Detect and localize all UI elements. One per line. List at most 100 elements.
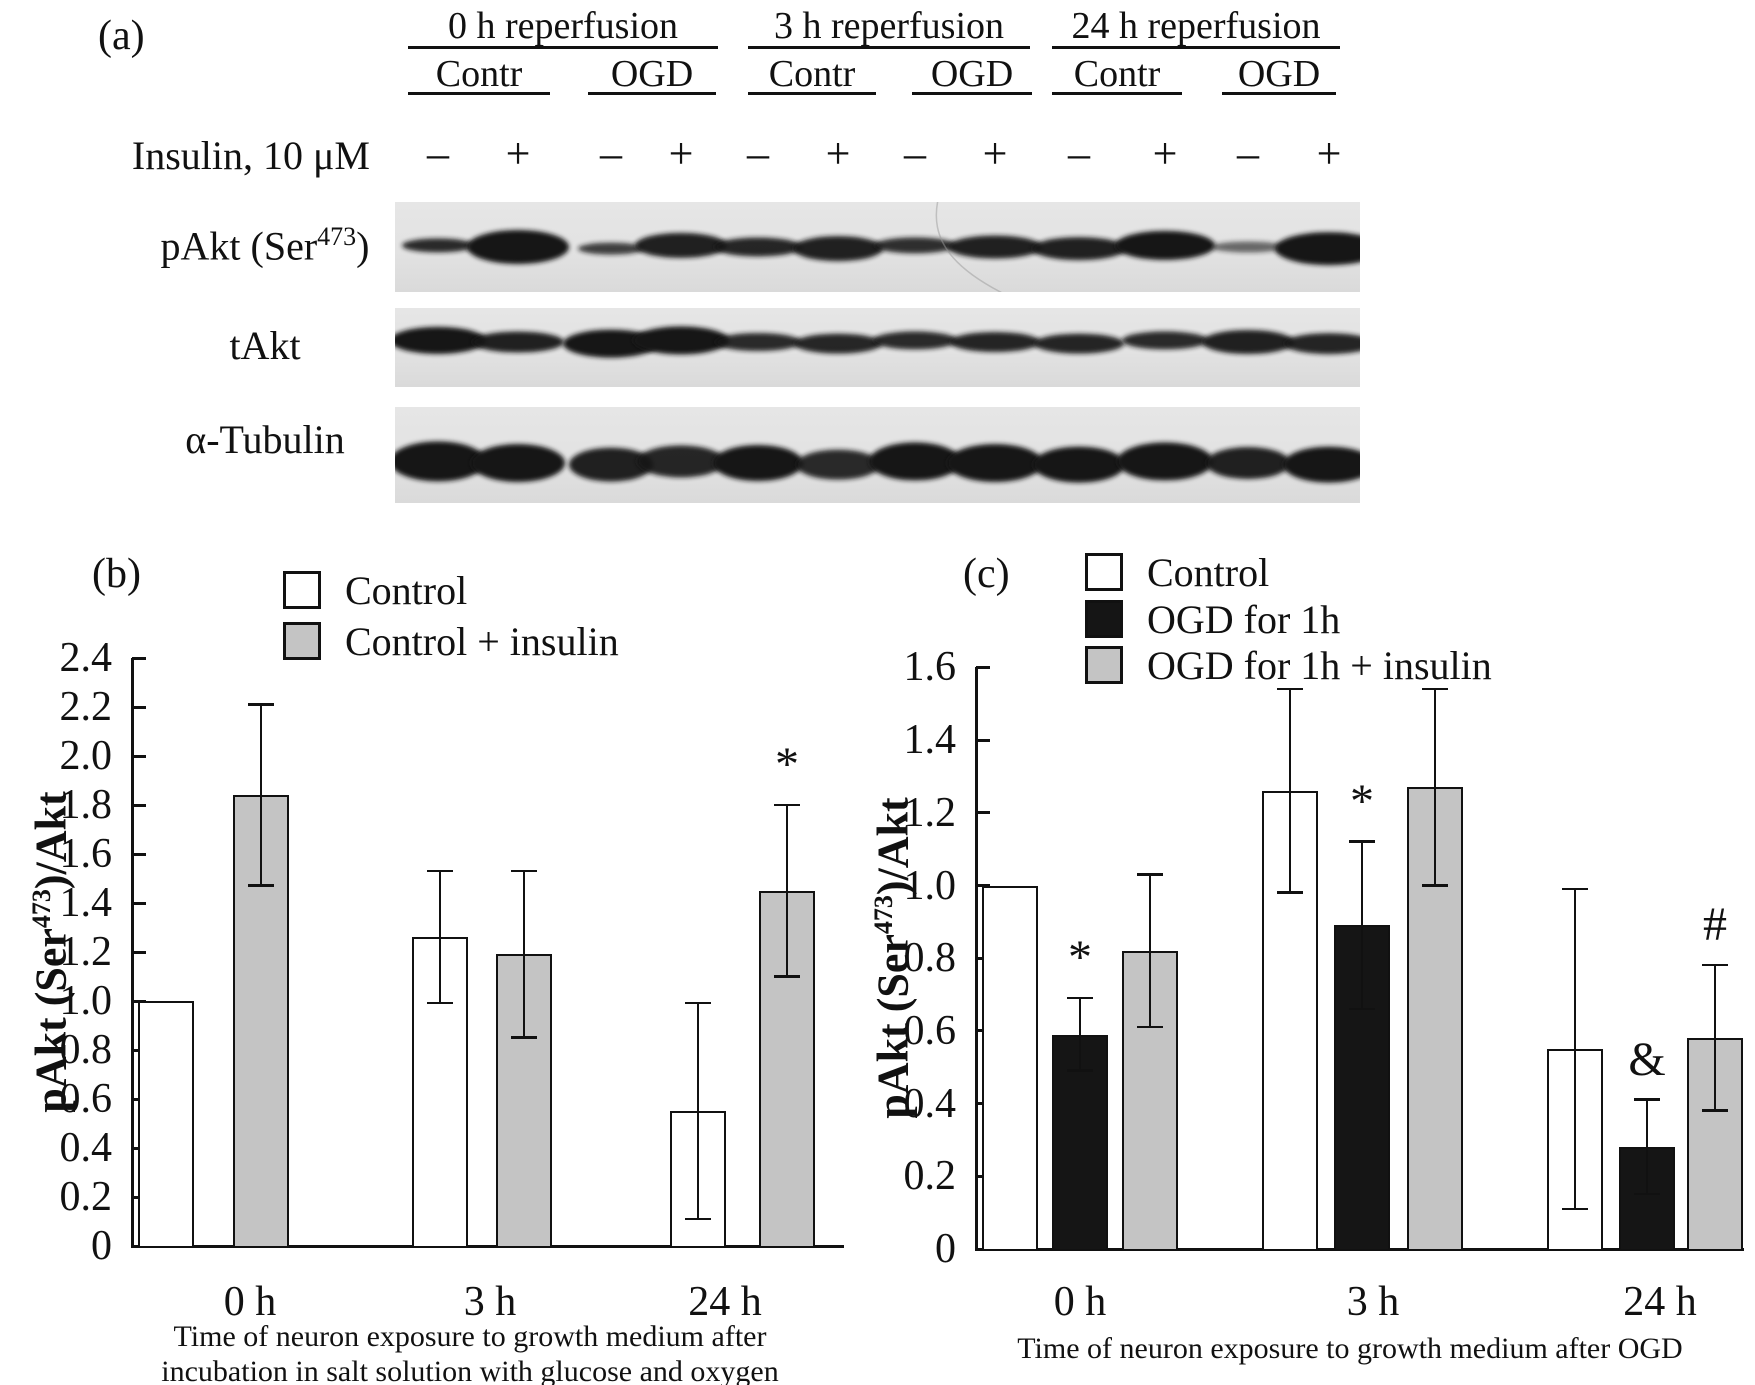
- blot-band: [1211, 241, 1285, 253]
- chart-c-caption: Time of neuron exposure to growth medium…: [1017, 1332, 1683, 1365]
- blot-band: [1032, 237, 1126, 261]
- insulin-sign: –: [1237, 129, 1259, 178]
- blot-band: [1283, 446, 1375, 483]
- chart-b-y-tick: [132, 852, 146, 856]
- chart-c-error-bar-cap-top: [1422, 687, 1448, 691]
- reperfusion-group-underline: [1052, 46, 1340, 49]
- chart-b-significance-annotation: *: [775, 738, 799, 791]
- chart-c-error-bar-cap-top: [1562, 887, 1588, 891]
- blot-band: [873, 331, 957, 350]
- condition-header: OGD: [930, 53, 1014, 95]
- chart-b-error-bar-line: [259, 704, 263, 886]
- chart-c-error-bar-cap-bottom: [1634, 1192, 1660, 1196]
- chart-c-y-tick-label: 1.6: [903, 644, 957, 691]
- chart-b-error-bar-line: [438, 871, 442, 1004]
- chart-b-y-tick: [132, 705, 146, 709]
- chart-b-y-tick-label: 0.6: [59, 1076, 113, 1122]
- chart-c-error-bar-cap-bottom: [1562, 1207, 1588, 1210]
- chart-b-caption-line1: Time of neuron exposure to growth medium…: [173, 1320, 767, 1353]
- blot-row-label-pakt-pre: pAkt (Ser: [160, 223, 318, 269]
- chart-b-error-bar-line: [785, 805, 789, 977]
- chart-c-y-tick-label: 1.4: [903, 717, 957, 764]
- chart-c-legend-label: OGD for 1h: [1147, 597, 1341, 642]
- blot-band: [713, 445, 803, 481]
- blot-band: [1115, 230, 1215, 260]
- chart-b-y-tick: [132, 803, 146, 807]
- condition-header-underline: [408, 92, 550, 95]
- chart-b-y-tick-label: 1.8: [59, 782, 113, 828]
- chart-c-legend-label: OGD for 1h + insulin: [1147, 643, 1492, 688]
- chart-b-y-tick: [132, 950, 146, 954]
- insulin-sign: –: [600, 129, 622, 178]
- chart-c-error-bar-cap-top: [1702, 963, 1728, 967]
- chart-b-y-tick: [132, 901, 146, 905]
- blot-band: [471, 444, 565, 482]
- chart-c-y-tick-label: 0.2: [903, 1153, 957, 1200]
- chart-b-y-tick-label: 2.0: [59, 733, 113, 779]
- chart-c-legend-swatch: [1085, 600, 1123, 638]
- blot-band: [635, 232, 727, 258]
- chart-b-legend-swatch: [283, 622, 321, 660]
- blot-band: [1122, 331, 1208, 350]
- blot-band: [869, 442, 961, 481]
- chart-c-error-bar-cap-bottom: [1349, 1007, 1375, 1011]
- blot-band: [1033, 446, 1125, 483]
- chart-c-error-bar-cap-top: [1349, 840, 1375, 843]
- chart-b-error-bar-line: [696, 1003, 700, 1220]
- chart-b-x-axis: [130, 1244, 844, 1248]
- chart-c-category-label: 0 h: [1053, 1279, 1107, 1325]
- reperfusion-group-header: 3 h reperfusion: [773, 5, 1005, 47]
- chart-b-y-tick: [132, 656, 146, 660]
- chart-c-y-tick-label: 0.6: [903, 1007, 957, 1054]
- chart-c-y-tick-label: 1.2: [903, 789, 957, 836]
- blot-band: [402, 238, 474, 253]
- chart-b-bar-0h-s0: [138, 1001, 194, 1246]
- blot-band: [569, 447, 653, 482]
- chart-b-caption-line2: incubation in salt solution with glucose…: [161, 1355, 779, 1385]
- chart-c-significance-annotation: #: [1703, 898, 1727, 952]
- blot-band: [390, 326, 486, 354]
- blot-strip: [390, 308, 1374, 387]
- chart-b-error-bar-cap-top: [774, 803, 800, 806]
- insulin-sign: +: [668, 129, 694, 178]
- blot-band: [796, 449, 880, 480]
- chart-b-error-bar-cap-bottom: [248, 884, 274, 887]
- blot-band: [1034, 333, 1124, 354]
- panel-a-label: (a): [98, 13, 145, 59]
- chart-c-error-bar-cap-bottom: [1277, 891, 1303, 894]
- chart-c-error-bar-cap-top: [1067, 996, 1093, 1000]
- chart-b-y-tick-label: 0.8: [59, 1027, 113, 1073]
- insulin-sign: +: [505, 129, 531, 178]
- chart-b-error-bar-line: [522, 871, 526, 1038]
- reperfusion-group-underline: [408, 46, 718, 49]
- insulin-sign: +: [1152, 129, 1178, 178]
- blot-row-label-takt: tAkt: [100, 322, 430, 369]
- chart-b-error-bar-cap-top: [511, 869, 537, 873]
- blot-row-label-tubulin: α-Tubulin: [100, 416, 430, 463]
- condition-header-underline: [1052, 92, 1182, 95]
- reperfusion-group-header: 24 h reperfusion: [1071, 5, 1321, 47]
- chart-c-legend-label: Control: [1147, 550, 1270, 595]
- blot-band: [947, 444, 1043, 482]
- blot-band: [1202, 330, 1294, 354]
- chart-c-error-bar-line: [1148, 874, 1152, 1028]
- blot-band: [793, 236, 883, 262]
- blot-band: [467, 230, 569, 264]
- chart-b-y-tick-label: 2.2: [59, 684, 113, 730]
- condition-header-underline: [912, 92, 1032, 95]
- chart-b-y-tick-label: 2.4: [59, 635, 113, 681]
- blot-band: [794, 333, 882, 354]
- insulin-sign: +: [1316, 129, 1342, 178]
- chart-b-error-bar-cap-top: [248, 703, 274, 706]
- condition-header: Contr: [1073, 53, 1161, 95]
- insulin-row-label: Insulin, 10 μM: [131, 133, 370, 178]
- blot-band: [714, 237, 802, 257]
- blot-band: [390, 441, 486, 482]
- reperfusion-group-header: 0 h reperfusion: [447, 5, 679, 47]
- insulin-sign: –: [747, 129, 769, 178]
- blot-strip-image: [390, 441, 1375, 483]
- chart-c-error-bar-line: [1360, 841, 1364, 1010]
- chart-c-significance-annotation: *: [1350, 774, 1374, 828]
- chart-c-error-bar-cap-bottom: [1422, 884, 1448, 887]
- chart-c-y-tick-label: 1.0: [903, 862, 957, 909]
